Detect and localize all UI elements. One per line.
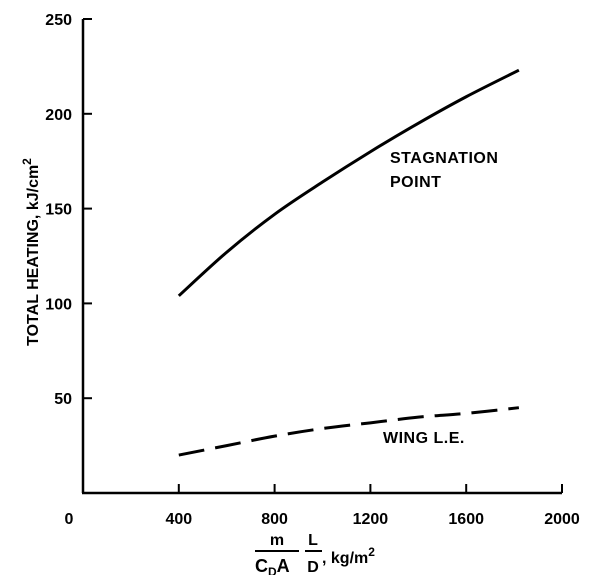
y-tick-label: 200	[45, 107, 72, 124]
x-label-m: m	[270, 532, 284, 549]
y-tick-label: 100	[45, 296, 72, 313]
x-label-l: L	[308, 532, 318, 549]
x-tick-label: 0	[65, 511, 74, 528]
series-line-wing-le	[178, 406, 520, 457]
series-label-stagnation-point: STAGNATION	[390, 150, 498, 167]
x-axis-label: m CDA L D , kg/m2	[255, 532, 375, 575]
x-label-d: D	[307, 559, 319, 575]
x-label-cda: CDA	[255, 556, 290, 575]
series-labels: STAGNATION POINT WING L.E.	[383, 150, 498, 447]
x-tick-label: 2000	[544, 511, 580, 528]
y-axis-label: TOTAL HEATING, kJ/cm2	[20, 158, 42, 346]
x-label-unit: , kg/m2	[322, 545, 375, 567]
y-tick-label: 50	[54, 391, 72, 408]
x-tick-label: 1200	[353, 511, 389, 528]
x-tick-label: 1600	[448, 511, 484, 528]
y-tick-label: 150	[45, 202, 72, 219]
series-label-stagnation-point: POINT	[390, 174, 441, 191]
series-label-wing-le: WING L.E.	[383, 430, 465, 447]
tick-marks	[83, 18, 563, 493]
x-tick-labels: 0 400 800 1200 1600 2000	[65, 511, 580, 528]
series-lines	[177, 68, 520, 457]
axes	[81, 19, 562, 495]
x-tick-label: 800	[261, 511, 288, 528]
y-tick-label: 250	[45, 12, 72, 29]
x-tick-label: 400	[165, 511, 192, 528]
y-tick-labels: 50 100 150 200 250	[45, 12, 72, 408]
series-line-stagnation-point	[177, 68, 520, 297]
